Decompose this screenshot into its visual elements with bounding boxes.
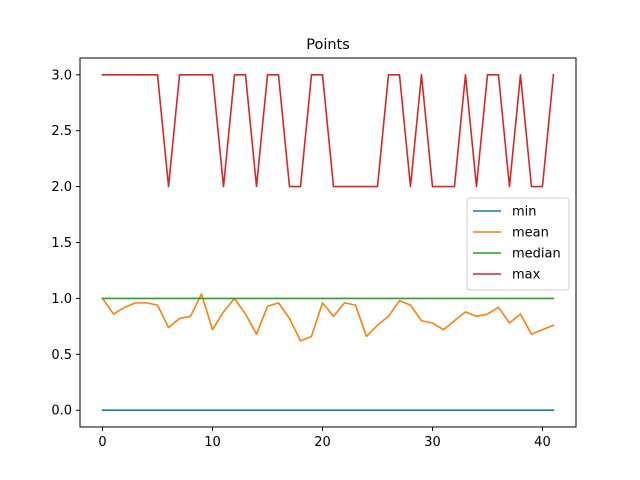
x-axis: 0 10 20 30 40 [98, 427, 551, 450]
y-axis: 0.0 0.5 1.0 1.5 2.0 2.5 3.0 [51, 68, 80, 419]
legend-label-median: median [512, 247, 561, 262]
legend-label-mean: mean [512, 226, 549, 241]
y-tick-label: 0.0 [51, 404, 72, 419]
y-tick-label: 0.5 [51, 348, 72, 363]
plot-area [101, 73, 555, 412]
y-tick-label: 2.0 [51, 180, 72, 195]
x-tick-label: 10 [204, 435, 221, 450]
y-tick-label: 1.5 [51, 236, 72, 251]
y-tick-label: 2.5 [51, 124, 72, 139]
legend-label-max: max [512, 268, 541, 283]
x-tick-label: 40 [534, 435, 551, 450]
series-line-mean [101, 293, 555, 342]
y-tick-label: 3.0 [51, 68, 72, 83]
x-tick-label: 30 [424, 435, 441, 450]
legend-label-min: min [512, 205, 537, 220]
x-tick-label: 20 [314, 435, 331, 450]
x-tick-label: 0 [98, 435, 106, 450]
series-line-max [101, 73, 555, 188]
chart-title: Points [306, 37, 350, 53]
legend-frame [466, 197, 570, 291]
y-tick-label: 1.0 [51, 292, 72, 307]
axes-frame [79, 57, 577, 428]
legend: min mean median max [466, 197, 570, 291]
